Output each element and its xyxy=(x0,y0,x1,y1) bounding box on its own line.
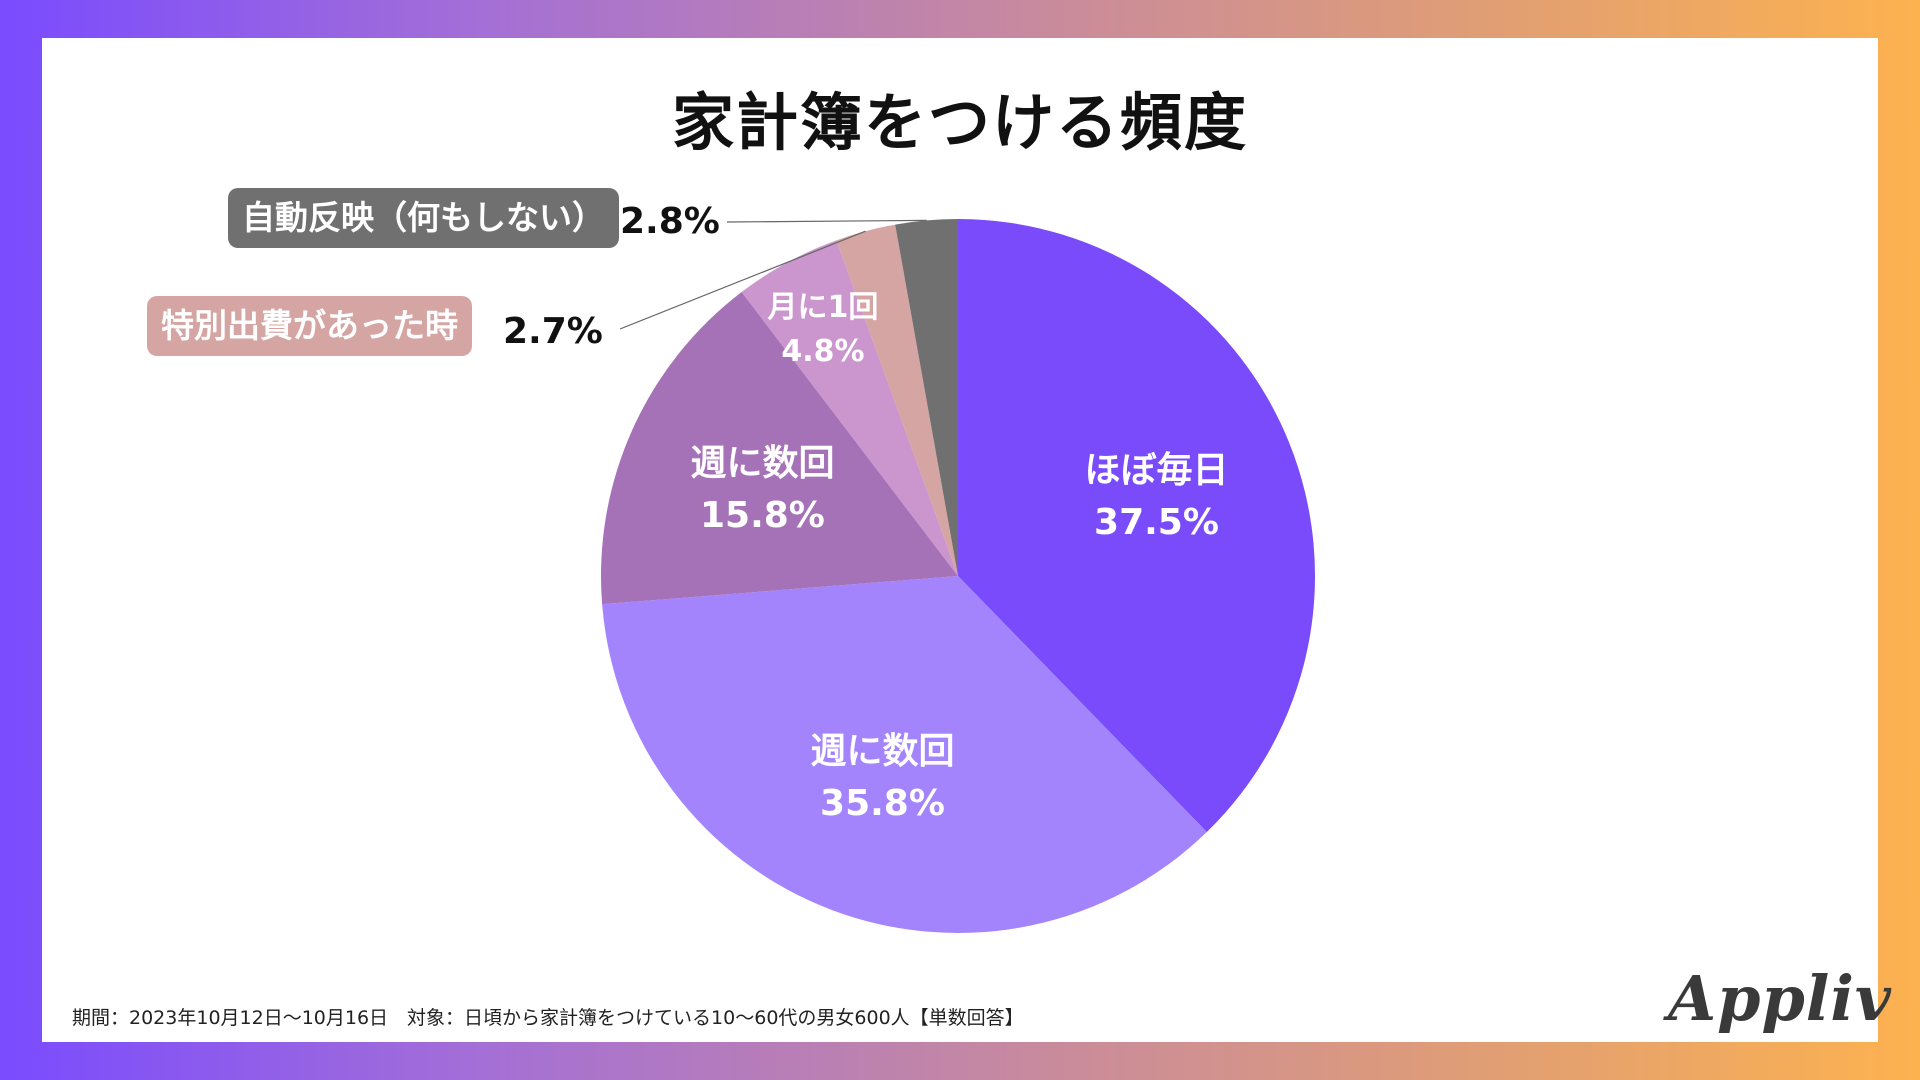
slice-label-auto-reflect: 自動反映（何もしない） xyxy=(242,198,605,237)
slice-several-weekly-a xyxy=(602,576,1207,933)
slice-auto-reflect-leader-line xyxy=(726,219,927,223)
slice-several-weekly-b-value: 15.8% xyxy=(700,495,825,536)
appliv-logo: Appliv xyxy=(1668,962,1892,1035)
slice-auto-reflect xyxy=(895,219,958,576)
slice-several-weekly-b-label: 週に数回 xyxy=(690,443,834,484)
chart-title: 家計簿をつける頻度 xyxy=(671,86,1248,159)
slice-several-weekly-a-value: 35.8% xyxy=(820,783,945,824)
survey-footnote: 期間：2023年10月12日〜10月16日 対象：日頃から家計簿をつけている10… xyxy=(72,1007,1024,1029)
slice-once-monthly-value: 4.8% xyxy=(781,334,864,369)
legend-pill-auto-reflect: 自動反映（何もしない） xyxy=(228,188,619,248)
slice-almost-daily-label: ほぼ毎日 xyxy=(1084,450,1228,491)
slice-special-expense xyxy=(836,224,958,576)
slice-value-auto-reflect: 2.8% xyxy=(620,201,720,242)
slice-several-weekly-b xyxy=(601,292,958,605)
legend-pill-special-expense: 特別出費があった時 xyxy=(147,296,472,356)
slice-value-special-expense: 2.7% xyxy=(503,311,603,352)
slice-label-special-expense: 特別出費があった時 xyxy=(161,306,458,345)
slice-once-monthly-label: 月に1回 xyxy=(768,290,879,325)
slice-special-expense-leader-line xyxy=(619,230,866,330)
slice-almost-daily xyxy=(958,219,1315,833)
slice-once-monthly xyxy=(741,240,958,576)
slice-several-weekly-a-label: 週に数回 xyxy=(810,731,954,772)
slice-almost-daily-value: 37.5% xyxy=(1094,502,1219,543)
